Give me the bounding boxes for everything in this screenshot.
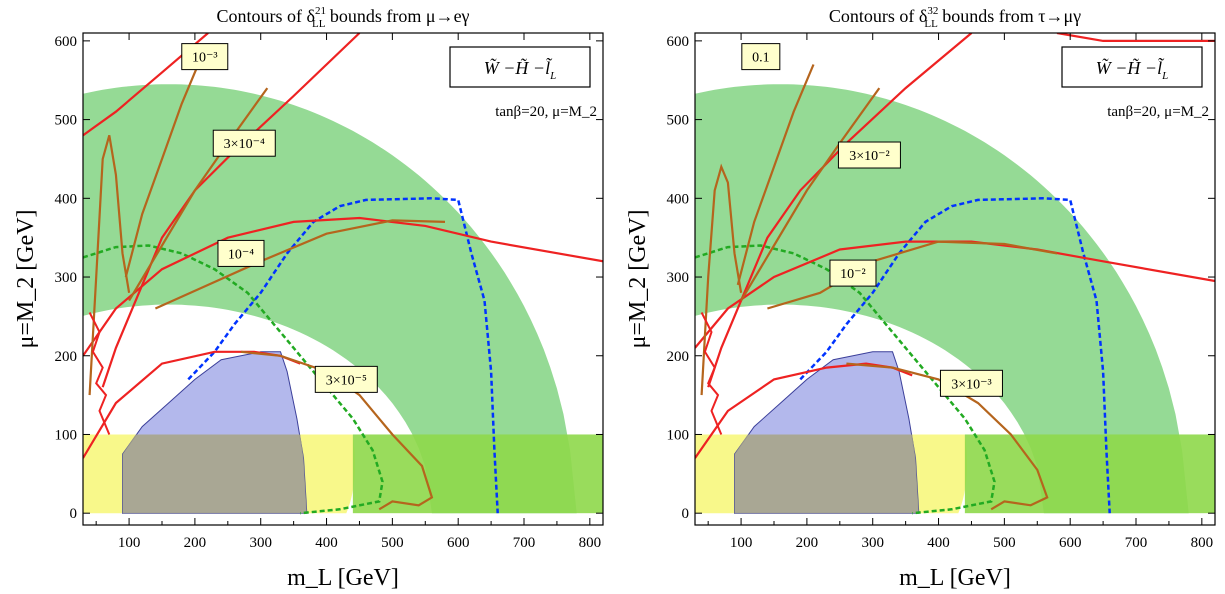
contour-label-box: [829, 259, 877, 287]
y-tick-label: 400: [667, 191, 690, 207]
plot-area: [83, 33, 603, 515]
y-tick-label: 600: [667, 34, 690, 50]
contour-label-box: [217, 239, 265, 267]
plot-area: [695, 33, 1215, 515]
red-jagged-contour: [700, 312, 723, 435]
plot-frame: [694, 32, 1216, 526]
green-dashed-contour: [695, 244, 996, 515]
contour-label-box: [939, 369, 1003, 397]
y-tick-label: 600: [55, 34, 78, 50]
x-tick-label: 700: [513, 535, 536, 551]
y-tick-label: 500: [55, 113, 78, 129]
brown-contour-1: [846, 362, 1049, 511]
legend-box: [1061, 46, 1203, 88]
x-tick-label: 500: [381, 535, 404, 551]
contour-label: 3×10⁻⁵: [326, 373, 367, 388]
y-tick-label: 500: [667, 113, 690, 129]
brown-contour-2: [767, 240, 1058, 310]
y-axis-label: μ=M_2 [GeV]: [625, 209, 651, 348]
contour-label: 10⁻⁴: [228, 247, 254, 262]
y-tick-label: 100: [667, 427, 690, 443]
x-tick-label: 400: [927, 535, 950, 551]
contour-label-box: [212, 129, 276, 157]
brown-contour-5: [88, 135, 131, 396]
y-tick-label: 0: [70, 506, 78, 522]
brown-contour-4: [124, 56, 203, 278]
contour-label: 3×10⁻³: [951, 377, 991, 392]
contour-label: 3×10⁻²: [849, 149, 889, 164]
red-contour-3: [707, 33, 973, 388]
green-region: [695, 84, 1215, 514]
brown-contour-3: [740, 87, 881, 302]
contour-label: 10⁻³: [192, 51, 218, 66]
contour-label: 0.1: [752, 51, 770, 66]
brown-contour-2: [154, 219, 446, 310]
annotation-text: tanβ=20, μ=M_2: [495, 104, 597, 120]
green-yellow-overlap: [352, 434, 603, 514]
brown-contour-4: [736, 64, 815, 286]
chart-svg: 100 200 300 400 500 600 700 800 0 100 200 300 400 500…: [13, 5, 604, 591]
chart-panel-right: 100 200 300 400 500 600 700 800 0 100 200 300 400 500…: [612, 0, 1224, 594]
red-contour-4: [1056, 33, 1215, 43]
x-axis-label: m_L [GeV]: [899, 565, 1011, 591]
x-tick-label: 200: [184, 535, 207, 551]
y-tick-label: 100: [55, 427, 78, 443]
y-tick-label: 400: [55, 191, 78, 207]
x-tick-label: 800: [1191, 535, 1214, 551]
plot-frame: [82, 32, 604, 526]
x-tick-label: 700: [1125, 535, 1148, 551]
contour-label-box: [837, 141, 901, 169]
legend-text: W̃ −H̃ −l̃L: [484, 57, 556, 82]
x-tick-label: 300: [249, 535, 272, 551]
x-tick-label: 600: [447, 535, 470, 551]
brown-contour-1: [240, 350, 434, 511]
legend-box: [449, 46, 591, 88]
blue-dashed-contour: [799, 197, 1111, 514]
y-axis-label: μ=M_2 [GeV]: [13, 209, 39, 348]
gray-overlap-region: [734, 434, 919, 514]
red-jagged-contour: [88, 312, 111, 435]
x-axis-label: m_L [GeV]: [287, 565, 399, 591]
y-tick-label: 300: [667, 270, 690, 286]
x-tick-label: 500: [993, 535, 1016, 551]
green-dashed-contour: [83, 244, 384, 515]
red-contour-4: [101, 33, 361, 388]
x-tick-label: 100: [730, 535, 753, 551]
x-tick-label: 100: [118, 535, 141, 551]
y-tick-label: 300: [55, 270, 78, 286]
y-tick-label: 200: [667, 349, 690, 365]
x-tick-label: 400: [315, 535, 338, 551]
green-yellow-overlap: [964, 434, 1215, 514]
y-tick-label: 0: [682, 506, 690, 522]
brown-contour-5: [700, 163, 743, 396]
contour-label-box: [314, 365, 378, 393]
x-tick-label: 600: [1059, 535, 1082, 551]
chart-title: Contours of δ21 LL bounds from μ→eγ: [216, 5, 469, 30]
x-tick-label: 800: [579, 535, 602, 551]
x-tick-label: 300: [861, 535, 884, 551]
x-tick-label: 200: [796, 535, 819, 551]
y-tick-label: 200: [55, 349, 78, 365]
green-region: [83, 84, 603, 514]
legend-text: W̃ −H̃ −l̃L: [1096, 57, 1168, 82]
contour-label: 10⁻²: [840, 267, 866, 282]
annotation-text: tanβ=20, μ=M_2: [1107, 104, 1209, 120]
chart-panel-left: 100 200 300 400 500 600 700 800 0 100 200 300 400 500…: [0, 0, 612, 594]
contour-label-box: [181, 43, 229, 71]
contour-label-box: [741, 43, 781, 71]
contour-label: 3×10⁻⁴: [224, 137, 265, 152]
chart-title: Contours of δ32 LL bounds from τ→μγ: [829, 5, 1081, 30]
chart-svg: 100 200 300 400 500 600 700 800 0 100 200 300 400 500…: [625, 5, 1216, 591]
blue-dashed-contour: [187, 197, 499, 514]
gray-overlap-region: [122, 434, 307, 514]
brown-contour-3: [128, 87, 269, 302]
